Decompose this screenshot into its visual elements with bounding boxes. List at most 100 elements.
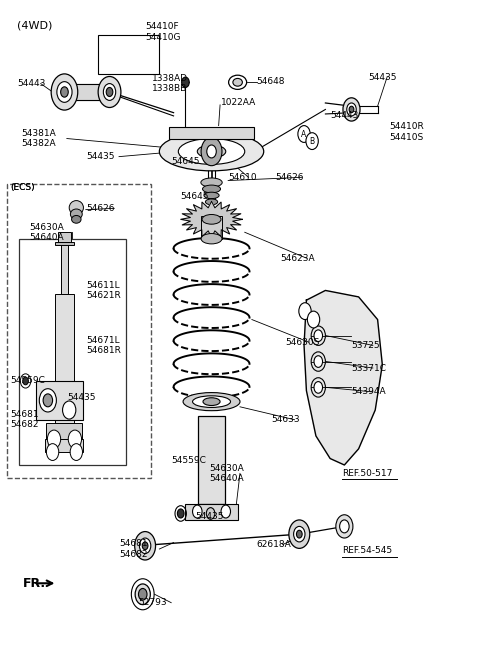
Bar bbox=[55, 293, 74, 423]
Bar bbox=[185, 504, 238, 520]
Circle shape bbox=[98, 76, 121, 108]
Circle shape bbox=[343, 98, 360, 121]
Circle shape bbox=[181, 77, 189, 87]
Circle shape bbox=[349, 106, 354, 113]
Circle shape bbox=[336, 515, 353, 538]
Ellipse shape bbox=[179, 138, 245, 164]
Text: 1022AA: 1022AA bbox=[221, 98, 256, 108]
Circle shape bbox=[60, 87, 68, 97]
Ellipse shape bbox=[69, 201, 84, 215]
Bar bbox=[60, 242, 68, 293]
Text: 54443: 54443 bbox=[17, 79, 46, 88]
Circle shape bbox=[314, 330, 323, 342]
Bar bbox=[97, 35, 159, 74]
Polygon shape bbox=[304, 290, 383, 465]
Text: 54443: 54443 bbox=[330, 111, 359, 121]
Circle shape bbox=[48, 430, 60, 448]
Text: 54671L
54681R: 54671L 54681R bbox=[86, 336, 120, 355]
Text: 53371C: 53371C bbox=[351, 364, 386, 372]
Circle shape bbox=[135, 584, 150, 604]
Circle shape bbox=[103, 83, 116, 100]
Circle shape bbox=[106, 87, 113, 96]
Polygon shape bbox=[180, 201, 242, 237]
Text: FR.: FR. bbox=[23, 577, 46, 590]
Text: 54410R
54410S: 54410R 54410S bbox=[389, 123, 424, 141]
Ellipse shape bbox=[72, 215, 81, 223]
Bar bbox=[201, 216, 222, 239]
Ellipse shape bbox=[228, 75, 247, 89]
Ellipse shape bbox=[183, 393, 240, 411]
Text: 54645: 54645 bbox=[171, 156, 200, 166]
Text: 54559C: 54559C bbox=[10, 376, 45, 385]
Circle shape bbox=[43, 394, 53, 407]
Circle shape bbox=[142, 542, 148, 550]
Circle shape bbox=[306, 133, 318, 149]
Text: 54410F
54410G: 54410F 54410G bbox=[145, 22, 180, 42]
Text: 54623A: 54623A bbox=[280, 254, 315, 263]
Bar bbox=[198, 416, 225, 504]
Circle shape bbox=[135, 531, 156, 560]
Ellipse shape bbox=[201, 233, 222, 244]
Bar bbox=[47, 423, 83, 439]
Circle shape bbox=[206, 508, 215, 519]
Circle shape bbox=[39, 389, 56, 412]
Text: 53725: 53725 bbox=[351, 341, 380, 350]
Text: 54630A
54640A: 54630A 54640A bbox=[209, 464, 244, 483]
Text: 54645: 54645 bbox=[180, 192, 209, 201]
Text: 54611L
54621R: 54611L 54621R bbox=[86, 281, 120, 300]
Text: 54630S: 54630S bbox=[285, 338, 320, 347]
Ellipse shape bbox=[197, 145, 226, 158]
Circle shape bbox=[340, 520, 349, 533]
Text: 54626: 54626 bbox=[276, 173, 304, 182]
Text: 54610: 54610 bbox=[228, 173, 257, 182]
Polygon shape bbox=[64, 83, 109, 100]
Text: 54626: 54626 bbox=[86, 204, 114, 213]
Circle shape bbox=[23, 377, 28, 385]
Circle shape bbox=[298, 126, 310, 142]
Ellipse shape bbox=[233, 78, 242, 86]
Bar bbox=[58, 231, 71, 242]
Ellipse shape bbox=[204, 192, 219, 199]
Text: 54394A: 54394A bbox=[351, 387, 386, 396]
Text: A: A bbox=[301, 130, 307, 138]
Ellipse shape bbox=[71, 209, 82, 219]
Text: 54435: 54435 bbox=[86, 152, 114, 161]
Ellipse shape bbox=[201, 178, 222, 187]
Ellipse shape bbox=[205, 199, 218, 205]
Text: 62618A: 62618A bbox=[257, 540, 291, 549]
Text: (ECS): (ECS) bbox=[10, 183, 35, 192]
Text: (ECS): (ECS) bbox=[10, 183, 35, 192]
Circle shape bbox=[307, 311, 320, 328]
Bar bbox=[55, 242, 74, 245]
Circle shape bbox=[192, 505, 202, 518]
Ellipse shape bbox=[159, 132, 264, 171]
Bar bbox=[7, 184, 151, 478]
Text: 54435: 54435 bbox=[195, 512, 223, 521]
Circle shape bbox=[178, 509, 184, 518]
Ellipse shape bbox=[192, 396, 230, 408]
Circle shape bbox=[139, 538, 151, 554]
Text: 54633: 54633 bbox=[271, 415, 300, 424]
Text: REF.54-545: REF.54-545 bbox=[342, 546, 392, 556]
Bar bbox=[169, 127, 254, 138]
Circle shape bbox=[299, 303, 311, 319]
Circle shape bbox=[221, 505, 230, 518]
Text: 52793: 52793 bbox=[138, 598, 167, 607]
Text: B: B bbox=[311, 315, 316, 324]
Bar bbox=[36, 381, 84, 420]
Text: B: B bbox=[310, 137, 315, 145]
Circle shape bbox=[347, 103, 356, 116]
Text: (4WD): (4WD) bbox=[17, 20, 52, 31]
Circle shape bbox=[201, 137, 222, 166]
Circle shape bbox=[138, 589, 147, 600]
Text: 54559C: 54559C bbox=[171, 456, 206, 465]
Text: REF.50-517: REF.50-517 bbox=[342, 469, 392, 478]
Ellipse shape bbox=[203, 185, 220, 193]
Circle shape bbox=[47, 443, 59, 460]
Text: A: A bbox=[302, 306, 308, 316]
Circle shape bbox=[297, 530, 302, 538]
Bar bbox=[19, 239, 126, 465]
Text: 1338AD
1338BB: 1338AD 1338BB bbox=[152, 74, 188, 93]
Text: 54381A
54382A: 54381A 54382A bbox=[22, 129, 57, 148]
Circle shape bbox=[51, 74, 78, 110]
